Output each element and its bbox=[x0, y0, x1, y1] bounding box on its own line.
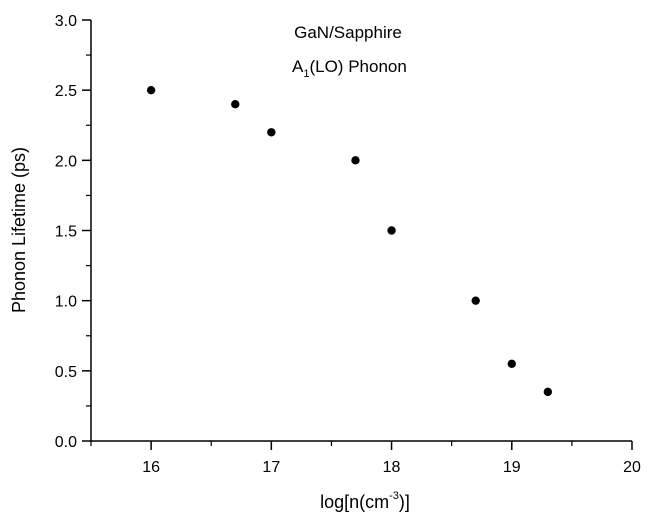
x-tick-label: 19 bbox=[503, 459, 521, 476]
x-axis-label-sup: -3 bbox=[389, 490, 399, 502]
y-tick-label: 0.0 bbox=[55, 434, 77, 451]
ticks: 0.0 0.5 1.0 1.5 2.0 2.5 3.0 16 17 18 19 20 bbox=[55, 13, 641, 476]
y-tick-label: 3.0 bbox=[55, 13, 77, 30]
x-tick-label: 17 bbox=[262, 459, 280, 476]
annotation-phonon-rest: (LO) Phonon bbox=[309, 57, 406, 76]
y-tick-label: 2.0 bbox=[55, 153, 77, 170]
annotation-phonon: A1(LO) Phonon bbox=[292, 57, 407, 80]
y-tick-label: 0.5 bbox=[55, 364, 77, 381]
annotation-sample: GaN/Sapphire bbox=[294, 23, 402, 42]
x-axis-label: log[n(cm-3)] bbox=[320, 490, 410, 512]
data-points bbox=[146, 85, 553, 397]
data-point bbox=[471, 296, 480, 305]
y-tick-label: 1.5 bbox=[55, 224, 77, 241]
y-axis-label: Phonon Lifetime (ps) bbox=[9, 147, 29, 313]
data-point bbox=[146, 85, 156, 95]
axes bbox=[90, 20, 632, 442]
x-axis-label-pre: log[n(cm bbox=[320, 492, 389, 512]
data-point bbox=[507, 359, 516, 369]
y-tick-label: 2.5 bbox=[55, 83, 77, 100]
annotation-phonon-main: A bbox=[292, 57, 304, 76]
data-point bbox=[543, 387, 553, 397]
x-tick-label: 18 bbox=[383, 459, 401, 476]
data-point bbox=[351, 156, 360, 165]
data-point bbox=[231, 100, 240, 109]
data-point bbox=[387, 226, 396, 235]
x-axis-label-post: )] bbox=[399, 492, 410, 512]
x-tick-label: 20 bbox=[623, 459, 641, 476]
x-tick-label: 16 bbox=[142, 459, 160, 476]
annotation-phonon-sub: 1 bbox=[303, 68, 309, 80]
data-point bbox=[267, 128, 276, 137]
y-tick-label: 1.0 bbox=[55, 294, 77, 311]
